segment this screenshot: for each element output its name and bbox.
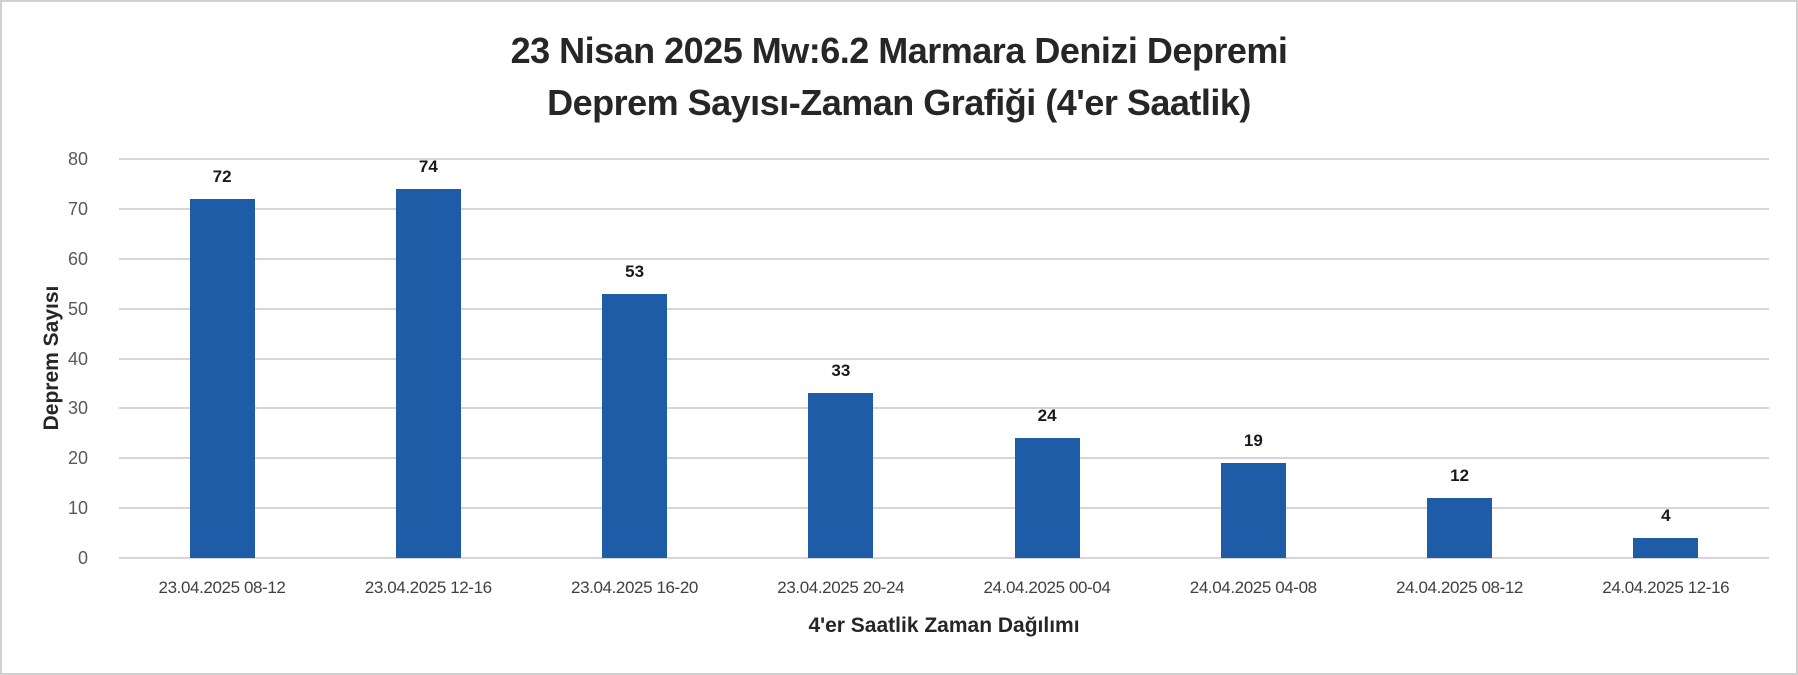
x-tick-label: 24.04.2025 00-04 [983, 578, 1111, 597]
gridline [119, 507, 1769, 510]
gridline [119, 557, 1769, 559]
gridline [119, 457, 1769, 460]
y-tick-label: 50 [67, 298, 88, 319]
x-tick-label: 23.04.2025 12-16 [364, 578, 492, 597]
bar-data-label: 19 [1243, 431, 1263, 451]
bar-data-label: 53 [625, 261, 645, 281]
x-tick-label: 23.04.2025 20-24 [777, 578, 905, 597]
bar-data-label: 24 [1037, 406, 1057, 426]
gridline [119, 158, 1769, 160]
x-axis-title: 4'er Saatlik Zaman Dağılımı [808, 614, 1080, 637]
y-tick-label: 40 [67, 348, 88, 369]
bar-data-label: 72 [212, 166, 232, 186]
bar [395, 188, 461, 558]
y-tick-label: 70 [67, 198, 88, 219]
gridline [119, 357, 1769, 360]
gridline [119, 307, 1769, 310]
gridline [119, 207, 1769, 210]
bar-data-label: 33 [831, 361, 851, 381]
bar [189, 198, 255, 558]
x-tick-label: 24.04.2025 04-08 [1189, 578, 1317, 597]
x-tick-label: 23.04.2025 08-12 [158, 578, 286, 597]
x-tick-label: 24.04.2025 08-12 [1396, 578, 1523, 597]
y-tick-label: 80 [67, 149, 88, 169]
gridline [119, 257, 1769, 260]
bar [1633, 538, 1699, 558]
bar [1427, 498, 1493, 558]
chart-subtitle: Deprem Sayısı-Zaman Grafiği (4'er Saatli… [547, 82, 1251, 123]
y-tick-label: 30 [67, 398, 88, 419]
bar [1014, 438, 1080, 558]
gridline [119, 407, 1769, 410]
bar [602, 293, 668, 558]
bar-data-label: 12 [1450, 466, 1470, 486]
x-tick-label: 24.04.2025 12-16 [1602, 578, 1730, 597]
bar-data-label: 4 [1661, 506, 1671, 526]
bar-data-label: 74 [418, 156, 438, 176]
y-tick-label: 60 [67, 248, 88, 269]
x-tick-label: 23.04.2025 16-20 [571, 578, 698, 597]
bar [808, 393, 874, 558]
bar [1220, 463, 1286, 558]
chart-title: 23 Nisan 2025 Mw:6.2 Marmara Denizi Depr… [510, 30, 1288, 71]
y-tick-label: 20 [67, 448, 88, 469]
y-axis-title: Deprem Sayısı [40, 285, 63, 431]
plot-area: 72 74 53 33 24 19 12 4 [119, 156, 1769, 559]
y-tick-label: 10 [67, 498, 88, 519]
y-tick-label: 0 [77, 548, 88, 568]
